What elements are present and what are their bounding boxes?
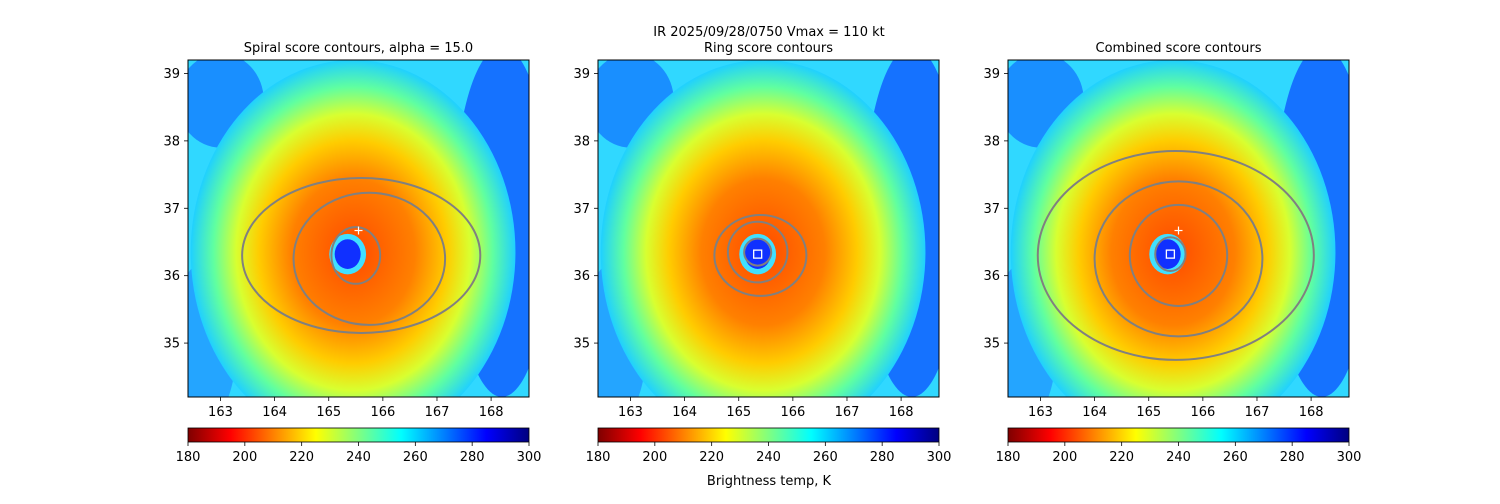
contour-combined-outer — [1036, 149, 1315, 361]
colorbar-3: 180 200 220 240 260 280 300 — [996, 427, 1362, 465]
contour-ring-inner — [743, 237, 773, 267]
x-tick-label: 166 — [1190, 405, 1215, 420]
x-tick-label: 167 — [835, 405, 860, 420]
colorbar-tick-label: 220 — [1109, 450, 1134, 465]
y-tick-label: 35 — [163, 337, 180, 352]
y-tick-label: 37 — [163, 202, 180, 217]
colorbar-tick-label: 240 — [756, 450, 781, 465]
x-tick-label: 163 — [208, 405, 233, 420]
x-tick-label: 165 — [726, 405, 751, 420]
colorbar-tick-label: 220 — [289, 450, 314, 465]
colorbar-tick-label: 200 — [232, 450, 257, 465]
x-tick-label: 165 — [316, 405, 341, 420]
y-tick-label: 36 — [983, 269, 1000, 284]
contour-ring-outer — [713, 214, 808, 297]
colorbar-tick-label: 200 — [1052, 450, 1077, 465]
x-tick-label: 164 — [1082, 405, 1107, 420]
y-tick-label: 38 — [573, 134, 590, 149]
x-tick-label: 168 — [1299, 405, 1324, 420]
contour-combined-mid — [1128, 203, 1229, 308]
colorbar-tick-label: 260 — [1223, 450, 1248, 465]
colorbar-tick-label: 200 — [642, 450, 667, 465]
colorbar-tick-label: 240 — [346, 450, 371, 465]
eye — [1154, 239, 1181, 269]
ir-image — [598, 60, 939, 397]
contour-spiral-inner — [330, 226, 382, 285]
panel-title: Combined score contours — [1096, 41, 1262, 56]
colorbar-tick-label: 240 — [1166, 450, 1191, 465]
colorbar-bar — [597, 427, 940, 443]
colorbar-tick-label: 280 — [1280, 450, 1305, 465]
eye — [334, 239, 361, 269]
colorbar-tick-label: 180 — [996, 450, 1021, 465]
best-track-marker — [1174, 226, 1183, 235]
y-tick-label: 36 — [573, 269, 590, 284]
y-tick-label: 38 — [163, 134, 180, 149]
x-tick-label: 163 — [1028, 405, 1053, 420]
x-tick-label: 164 — [262, 405, 287, 420]
x-tick-label: 166 — [780, 405, 805, 420]
y-tick-label: 35 — [983, 337, 1000, 352]
suptitle: IR 2025/09/28/0750 Vmax = 110 kt — [653, 25, 884, 40]
colorbar-tick-label: 280 — [870, 450, 895, 465]
eye — [744, 239, 771, 269]
axes-frame — [1007, 59, 1350, 398]
y-tick-label: 39 — [163, 67, 180, 82]
contour-ring-mid — [726, 220, 789, 284]
x-tick-label: 164 — [672, 405, 697, 420]
colorbar-tick-label: 220 — [699, 450, 724, 465]
x-tick-label: 167 — [1245, 405, 1270, 420]
colorbar-tick-label: 260 — [403, 450, 428, 465]
panel-title: Ring score contours — [704, 41, 833, 56]
fix-marker — [1165, 249, 1176, 259]
best-track-marker — [354, 226, 363, 235]
axes-frame — [187, 59, 530, 398]
colorbar-label: Brightness temp, K — [707, 474, 832, 489]
colorbar-bar — [187, 427, 530, 443]
colorbar-tick-label: 180 — [586, 450, 611, 465]
y-tick-label: 39 — [983, 67, 1000, 82]
contour-combined-mid2 — [1093, 180, 1264, 338]
colorbar-tick-label: 280 — [460, 450, 485, 465]
contour-combined-inner — [1154, 236, 1187, 272]
colorbar-2: 180 200 220 240 260 280 300 — [586, 427, 952, 465]
x-tick-label: 168 — [889, 405, 914, 420]
axes-frame — [597, 59, 940, 398]
colorbar-tick-label: 300 — [1337, 450, 1362, 465]
colorbar-tick-label: 180 — [176, 450, 201, 465]
y-tick-label: 36 — [163, 269, 180, 284]
y-tick-label: 35 — [573, 337, 590, 352]
fix-marker — [753, 249, 763, 259]
y-tick-label: 38 — [983, 134, 1000, 149]
colorbar-1: 180 200 220 240 260 280 300 — [176, 427, 542, 465]
x-tick-label: 163 — [618, 405, 643, 420]
x-tick-label: 166 — [370, 405, 395, 420]
panel-1: Spiral score contours, alpha = 15.0 163 16… — [163, 41, 542, 465]
colorbar-tick-label: 300 — [927, 450, 952, 465]
panel-title: Spiral score contours, alpha = 15.0 — [244, 41, 473, 56]
x-tick-label: 168 — [479, 405, 504, 420]
ir-image — [188, 60, 529, 397]
colorbar-tick-label: 260 — [813, 450, 838, 465]
y-tick-label: 37 — [573, 202, 590, 217]
y-tick-label: 37 — [983, 202, 1000, 217]
colorbar-tick-label: 300 — [517, 450, 542, 465]
panel-3: Combined score contours 163 164 165 166 167 16… — [983, 41, 1362, 465]
x-tick-label: 167 — [425, 405, 450, 420]
panel-2: Ring score contours 163 164 165 166 167 168 35 3… — [573, 41, 952, 465]
x-tick-label: 165 — [1136, 405, 1161, 420]
contour-spiral-outer — [241, 176, 482, 334]
colorbar-bar — [1007, 427, 1350, 443]
y-tick-label: 39 — [573, 67, 590, 82]
contour-spiral-mid — [292, 191, 447, 326]
